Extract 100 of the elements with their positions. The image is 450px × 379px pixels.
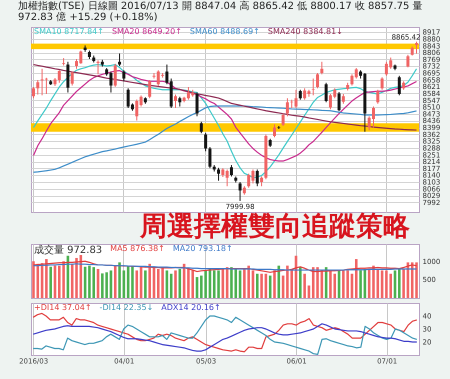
candlestick (324, 82, 328, 103)
bar (333, 274, 336, 298)
bar (32, 261, 35, 298)
series-label: +DI14 37.04↑ (34, 303, 92, 312)
bar (410, 262, 414, 298)
candlestick (156, 70, 160, 86)
candlestick (380, 76, 384, 90)
candlestick (40, 68, 44, 96)
bar (342, 270, 345, 298)
bar (105, 272, 108, 298)
bar (243, 268, 246, 298)
candlestick (62, 58, 66, 66)
bar (62, 261, 65, 298)
bar (226, 267, 228, 298)
chart-subtitle: 加權指數(TSE) 日線圖 2016/07/13 開 8847.04 高 8865.42 低 8800.17 收 8857.75 量 972.83 億 +15.29 (+0.18%) (18, 1, 424, 23)
bar (131, 266, 134, 298)
bar (256, 274, 259, 298)
candlestick (208, 146, 212, 169)
bar (135, 270, 138, 298)
bar (196, 277, 198, 298)
bar (380, 270, 384, 298)
candlestick (114, 63, 117, 88)
bar (354, 259, 358, 298)
candlestick (406, 54, 410, 68)
bar (260, 274, 263, 298)
series-label: MA20 793.18↑ (172, 244, 233, 253)
candlestick (312, 78, 315, 96)
bar (372, 266, 375, 298)
candlestick (238, 181, 242, 202)
bar (54, 266, 56, 298)
candlestick (44, 77, 48, 95)
bar (208, 268, 212, 298)
bar (286, 266, 289, 298)
bar (303, 274, 306, 298)
bar (178, 268, 182, 298)
bar (268, 276, 272, 298)
line-series (32, 64, 418, 131)
bar (144, 270, 147, 298)
bar (101, 273, 104, 298)
bar (204, 270, 207, 298)
text: 周選擇權雙向追蹤策略 (140, 211, 410, 242)
candlestick (217, 167, 220, 182)
candlestick (298, 89, 302, 100)
bar (92, 267, 96, 298)
bar (273, 270, 276, 298)
bar (182, 264, 186, 298)
bar (96, 268, 100, 298)
bar (389, 274, 392, 298)
candlestick (126, 88, 130, 108)
candlestick (256, 168, 259, 187)
bar (66, 256, 70, 298)
bar (161, 267, 164, 298)
candlestick (342, 94, 345, 104)
bar (110, 270, 112, 298)
candlestick (290, 99, 294, 108)
bar (170, 274, 172, 298)
bar (294, 256, 298, 298)
candlestick (96, 60, 100, 75)
bar (222, 268, 224, 298)
candlestick (372, 106, 375, 128)
text: SMA240 8384.81↓ (268, 27, 343, 36)
bar (394, 270, 396, 298)
candlestick (338, 91, 341, 112)
line-series (32, 260, 418, 273)
bar (299, 267, 302, 298)
candlestick (200, 121, 203, 134)
bar (152, 267, 156, 298)
candlestick (230, 164, 233, 177)
bar (234, 268, 238, 298)
candlestick (178, 96, 182, 108)
bar (174, 270, 177, 298)
bar (114, 266, 117, 298)
text: ADX14 20.16↑ (161, 303, 221, 312)
candlestick (303, 88, 306, 100)
text: SMA60 8488.69↑ (190, 27, 260, 36)
line-series (32, 70, 418, 162)
candlestick (32, 86, 35, 99)
bar (316, 267, 319, 298)
bar (75, 258, 78, 298)
candlestick (247, 173, 250, 188)
candlestick (58, 70, 61, 84)
candlestick (251, 168, 254, 184)
candlestick (320, 61, 324, 75)
bar (36, 264, 40, 298)
line-series (32, 263, 418, 271)
candlestick (398, 75, 401, 96)
bar (40, 263, 44, 298)
candlestick (204, 132, 208, 152)
text: SMA10 8717.84↑ (34, 27, 104, 36)
candlestick (135, 99, 138, 122)
bar (88, 266, 91, 298)
bar (217, 270, 220, 298)
bar (191, 270, 194, 298)
candlestick (260, 176, 264, 187)
bar (166, 270, 168, 298)
candlestick (282, 113, 285, 127)
candlestick (286, 98, 289, 117)
text: SMA20 8649.20↑ (112, 27, 182, 36)
bar (385, 270, 388, 298)
candlestick (148, 80, 152, 99)
